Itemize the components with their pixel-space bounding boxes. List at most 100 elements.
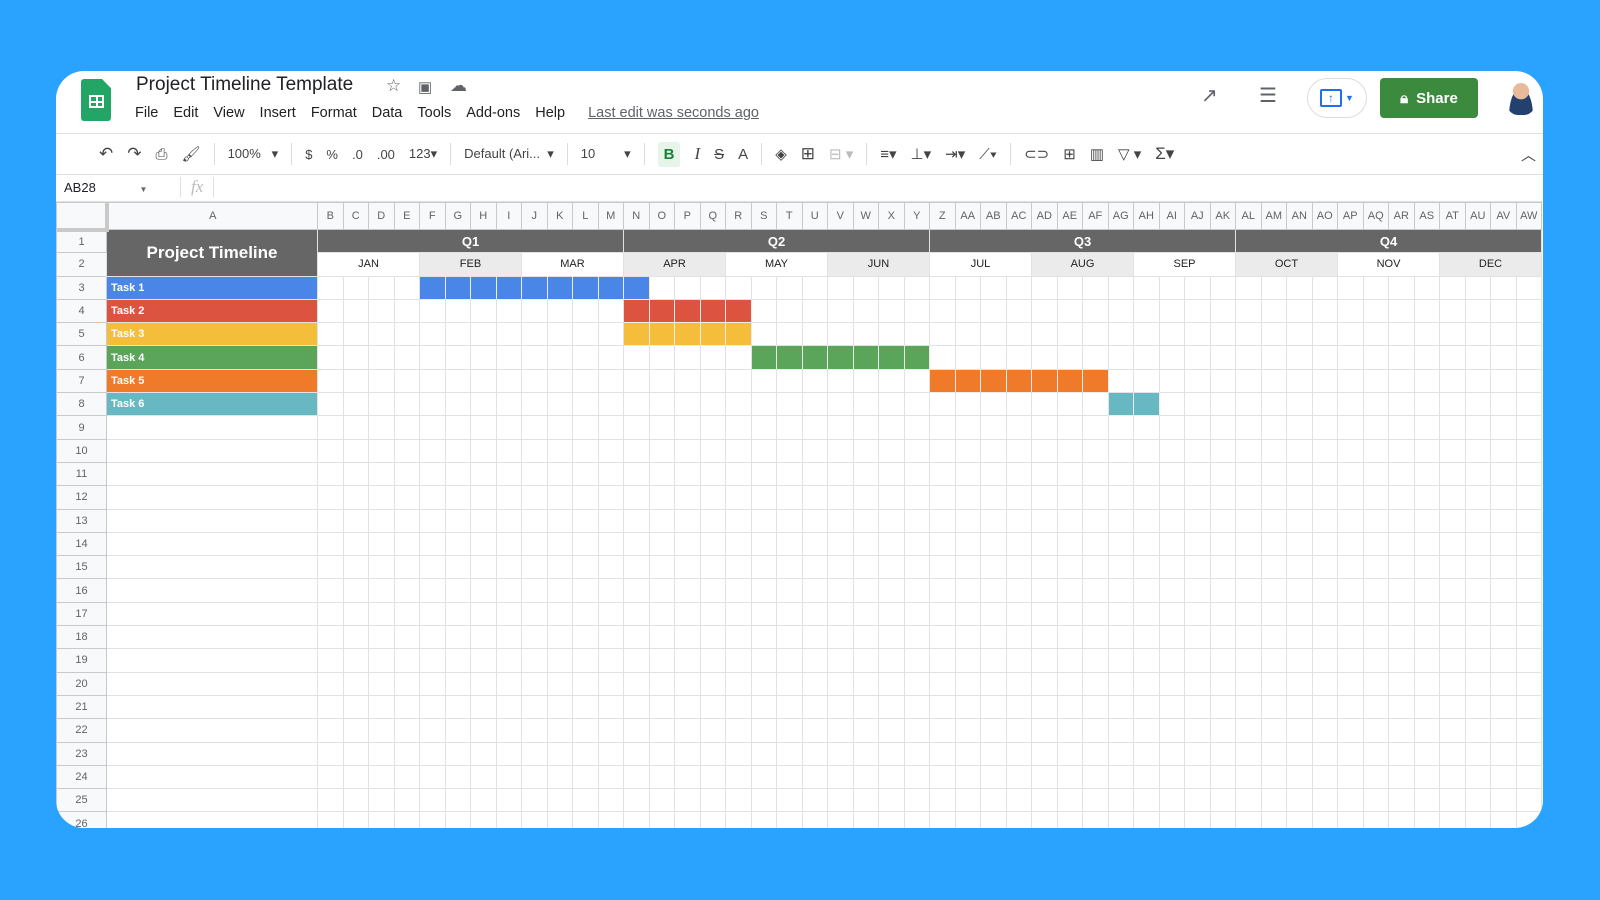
cell[interactable]	[1388, 415, 1415, 440]
cell[interactable]	[1311, 671, 1338, 696]
cell[interactable]	[1082, 601, 1109, 627]
cell[interactable]	[954, 392, 981, 417]
cell[interactable]	[1464, 298, 1491, 324]
cell[interactable]	[317, 788, 344, 813]
cell[interactable]	[1464, 368, 1491, 394]
cell[interactable]	[1082, 531, 1109, 557]
cell[interactable]	[546, 718, 573, 743]
cell[interactable]	[1209, 368, 1236, 394]
cell[interactable]	[1107, 322, 1134, 347]
cell[interactable]	[954, 415, 981, 440]
menu-insert[interactable]: Insert	[259, 105, 296, 121]
menu-addons[interactable]: Add-ons	[466, 105, 521, 121]
column-header[interactable]: AJ	[1184, 202, 1211, 230]
cell[interactable]	[1235, 601, 1262, 627]
cell[interactable]	[1388, 298, 1415, 324]
cell[interactable]	[750, 578, 777, 603]
cell[interactable]	[1184, 461, 1211, 487]
column-header[interactable]: Q	[699, 202, 726, 230]
cell[interactable]	[444, 461, 471, 487]
cell[interactable]	[1413, 648, 1440, 673]
cell[interactable]	[1413, 764, 1440, 790]
present-button[interactable]: ↑ ▼	[1307, 78, 1367, 118]
cell[interactable]	[903, 694, 930, 720]
cell[interactable]	[1515, 555, 1542, 580]
cell[interactable]	[1235, 578, 1262, 603]
gantt-bar-cell[interactable]	[725, 322, 752, 347]
cell[interactable]	[1056, 461, 1083, 487]
cell[interactable]	[699, 811, 726, 828]
cell[interactable]	[801, 368, 828, 394]
cell[interactable]	[954, 694, 981, 720]
cell[interactable]	[776, 438, 803, 463]
column-header[interactable]: G	[444, 202, 471, 230]
cell[interactable]	[1337, 485, 1364, 510]
cell[interactable]	[1286, 694, 1313, 720]
cell[interactable]	[1439, 764, 1466, 790]
cell[interactable]	[878, 625, 905, 650]
cell[interactable]	[1184, 415, 1211, 440]
cell[interactable]	[725, 368, 752, 394]
cell[interactable]	[1133, 485, 1160, 510]
cell[interactable]	[674, 415, 701, 440]
cell[interactable]	[470, 508, 497, 533]
month-cell[interactable]: JAN	[317, 252, 420, 277]
cell[interactable]	[980, 811, 1007, 828]
cell[interactable]	[1515, 578, 1542, 603]
cell[interactable]	[648, 671, 675, 696]
cell[interactable]	[1337, 531, 1364, 557]
cell[interactable]	[878, 368, 905, 394]
cell[interactable]	[1388, 648, 1415, 673]
column-header[interactable]: AV	[1490, 202, 1517, 230]
cell[interactable]	[1184, 578, 1211, 603]
cell[interactable]	[929, 485, 956, 510]
cell[interactable]	[1311, 625, 1338, 650]
cell[interactable]	[1388, 601, 1415, 627]
text-color-button[interactable]: A	[738, 145, 749, 163]
gantt-bar-cell[interactable]	[419, 275, 446, 300]
cell[interactable]	[444, 671, 471, 696]
cell[interactable]	[368, 694, 395, 720]
cell[interactable]	[801, 764, 828, 790]
cell[interactable]	[1209, 578, 1236, 603]
cell[interactable]	[342, 764, 369, 790]
cell[interactable]	[1260, 625, 1287, 650]
cell[interactable]	[954, 718, 981, 743]
cell[interactable]	[1107, 764, 1134, 790]
cell[interactable]	[1209, 322, 1236, 347]
cell[interactable]	[419, 531, 446, 557]
cell[interactable]	[1107, 694, 1134, 720]
cell[interactable]	[674, 625, 701, 650]
cell[interactable]	[546, 438, 573, 463]
gantt-bar-cell[interactable]	[521, 275, 548, 300]
cell[interactable]	[648, 485, 675, 510]
cell[interactable]	[1388, 788, 1415, 813]
cell[interactable]	[419, 625, 446, 650]
cell[interactable]	[699, 625, 726, 650]
cell[interactable]	[929, 741, 956, 766]
name-box[interactable]: AB28 ▼	[64, 180, 148, 195]
select-all-corner[interactable]	[56, 202, 109, 232]
cell[interactable]	[1286, 368, 1313, 394]
cell[interactable]	[1056, 788, 1083, 813]
cell[interactable]	[1031, 485, 1058, 510]
cell[interactable]	[750, 625, 777, 650]
cell[interactable]	[1031, 392, 1058, 417]
month-cell[interactable]: APR	[623, 252, 726, 277]
cell[interactable]	[317, 485, 344, 510]
cell[interactable]	[1260, 345, 1287, 370]
column-header[interactable]: D	[368, 202, 395, 230]
cell[interactable]	[1413, 508, 1440, 533]
cell[interactable]	[1082, 811, 1109, 828]
gantt-bar-cell[interactable]	[903, 345, 930, 370]
cell[interactable]	[878, 461, 905, 487]
cell[interactable]	[929, 788, 956, 813]
cell[interactable]	[750, 461, 777, 487]
cell[interactable]	[1490, 345, 1517, 370]
column-header[interactable]: AT	[1439, 202, 1466, 230]
cell[interactable]	[852, 601, 879, 627]
cell[interactable]	[954, 811, 981, 828]
cell[interactable]	[750, 531, 777, 557]
gantt-bar-cell[interactable]	[1056, 368, 1083, 394]
cell[interactable]	[317, 694, 344, 720]
